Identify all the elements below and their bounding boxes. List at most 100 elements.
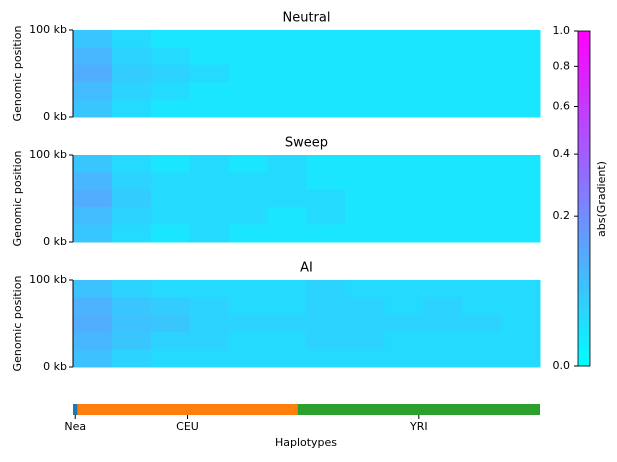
heatmap-cell	[306, 64, 346, 83]
x-tick-label: CEU	[176, 420, 199, 433]
heatmap-cell	[267, 280, 307, 298]
colorbar-swatch	[578, 355, 590, 360]
colorbar-swatch	[578, 101, 590, 106]
heatmap-cell	[462, 349, 502, 368]
heatmap-cell	[501, 280, 541, 298]
colorbar-swatch	[578, 198, 590, 203]
heatmap-cell	[150, 64, 191, 83]
heatmap-cell	[228, 280, 269, 298]
colorbar-swatch	[578, 255, 590, 260]
colorbar-swatch	[578, 362, 590, 367]
heatmap-cell	[228, 82, 269, 101]
y-axis-label: Genomic position	[11, 276, 24, 372]
heatmap-cell	[501, 207, 541, 226]
heatmap-cell	[189, 47, 230, 66]
colorbar-swatch	[578, 205, 590, 210]
colorbar-swatch	[578, 108, 590, 112]
colorbar-swatch	[578, 268, 590, 273]
heatmap-cell	[111, 332, 152, 351]
heatmap-cell	[462, 314, 502, 333]
colorbar-swatch	[578, 161, 590, 166]
heatmap-cell	[384, 30, 424, 48]
colorbar-swatch	[578, 332, 590, 337]
heatmap-cell	[150, 349, 191, 368]
heatmap-cell	[111, 224, 152, 243]
heatmap-cell	[189, 349, 230, 368]
heatmap-cell	[150, 280, 191, 298]
colorbar-swatch	[578, 98, 590, 102]
heatmap-cell	[384, 224, 424, 243]
heatmap-cell	[189, 99, 230, 118]
heatmap-cell	[384, 64, 424, 83]
heatmap-cell	[73, 64, 113, 83]
heatmap-cell	[73, 207, 113, 226]
heatmap-cell	[73, 30, 113, 48]
colorbar-swatch	[578, 168, 590, 173]
heatmap-cell	[306, 172, 346, 191]
heatmap-cell	[462, 64, 502, 83]
heatmap-cell	[306, 224, 346, 243]
heatmap-cell	[423, 189, 463, 208]
heatmap-cell	[501, 82, 541, 101]
colorbar-swatch	[578, 118, 590, 122]
heatmap-cell	[306, 30, 346, 48]
heatmap-cell	[345, 155, 385, 173]
colorbar-swatch	[578, 228, 590, 233]
heatmap-cell	[345, 349, 385, 368]
heatmap-cell	[150, 82, 191, 101]
heatmap-cell	[345, 332, 385, 351]
colorbar-swatch	[578, 84, 590, 89]
colorbar-swatch	[578, 148, 590, 153]
colorbar-swatch	[578, 218, 590, 223]
heatmap-cell	[306, 297, 346, 316]
heatmap-cell	[189, 189, 230, 208]
colorbar-swatch	[578, 252, 590, 256]
heatmap-cell	[73, 314, 113, 333]
heatmap-cell	[150, 47, 191, 66]
colorbar-swatch	[578, 131, 590, 136]
colorbar-swatch	[578, 154, 590, 159]
colorbar-swatch	[578, 138, 590, 143]
colorbar-swatch	[578, 282, 590, 287]
heatmap-cell	[111, 82, 152, 101]
colorbar-swatch	[578, 292, 590, 297]
colorbar-swatch	[578, 144, 590, 149]
colorbar-swatch	[578, 201, 590, 206]
heatmap-cell	[228, 224, 269, 243]
colorbar-swatch	[578, 302, 590, 307]
heatmap-cell	[150, 224, 191, 243]
heatmap-cell	[501, 332, 541, 351]
heatmap-cell	[306, 155, 346, 173]
heatmap-cell	[111, 99, 152, 118]
heatmap-cell	[462, 297, 502, 316]
y-tick-label: 100 kb	[29, 23, 67, 36]
colorbar-swatch	[578, 215, 590, 220]
colorbar-label: abs(Gradient)	[595, 161, 608, 237]
heatmap-cell	[228, 297, 269, 316]
heatmap-cell	[423, 82, 463, 101]
heatmap-cell	[111, 30, 152, 48]
colorbar-swatch	[578, 285, 590, 290]
colorbar-swatch	[578, 272, 590, 277]
heatmap-cell	[462, 172, 502, 191]
colorbar-swatch	[578, 165, 590, 169]
colorbar-swatch	[578, 74, 590, 79]
heatmap-cell	[501, 349, 541, 368]
heatmap-cell	[423, 155, 463, 173]
colorbar-swatch	[578, 31, 590, 35]
colorbar-swatch	[578, 178, 590, 183]
heatmap-cell	[111, 172, 152, 191]
heatmap-cell	[228, 155, 269, 173]
colorbar-swatch	[578, 265, 590, 270]
y-tick-label: 100 kb	[29, 148, 67, 161]
heatmap-cell	[345, 64, 385, 83]
heatmap-cell	[228, 314, 269, 333]
colorbar-swatch	[578, 275, 590, 280]
colorbar-swatch	[578, 124, 590, 129]
heatmap-cell	[501, 155, 541, 173]
heatmap-cell	[267, 30, 307, 48]
heatmap-cell	[501, 297, 541, 316]
heatmap-cell	[228, 30, 269, 48]
colorbar-swatch	[578, 81, 590, 86]
y-tick-label: 0 kb	[43, 110, 67, 123]
